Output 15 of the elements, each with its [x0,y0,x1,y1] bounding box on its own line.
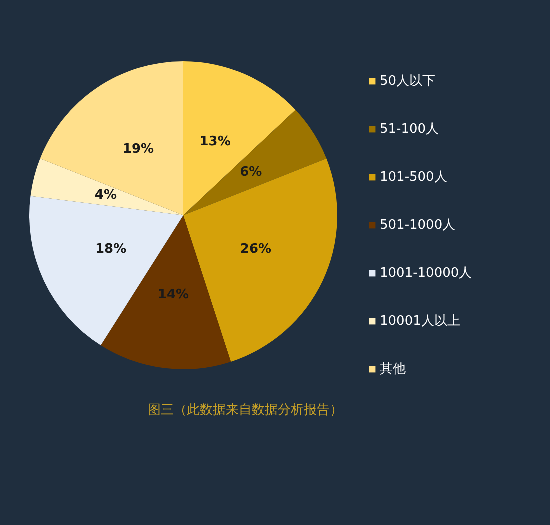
legend-label: 101-500人 [380,169,448,186]
data-label: 19% [122,142,154,157]
data-label: 6% [240,165,262,180]
legend-label: 其他 [380,361,406,378]
legend-label: 51-100人 [380,121,440,138]
text: 图三（此数据来自数据分析报告） [148,403,343,418]
legend-label: 50人以下 [380,73,436,90]
data-label: 18% [95,242,127,258]
data-label: 4% [94,188,117,204]
data-label: 14% [158,287,190,302]
data-label: 26% [240,242,272,258]
legend-label: 1001-10000人 [380,265,472,282]
data-label: 13% [200,134,231,150]
legend-label: 501-1000人 [380,217,456,234]
legend-label: 10001人以上 [380,313,460,330]
